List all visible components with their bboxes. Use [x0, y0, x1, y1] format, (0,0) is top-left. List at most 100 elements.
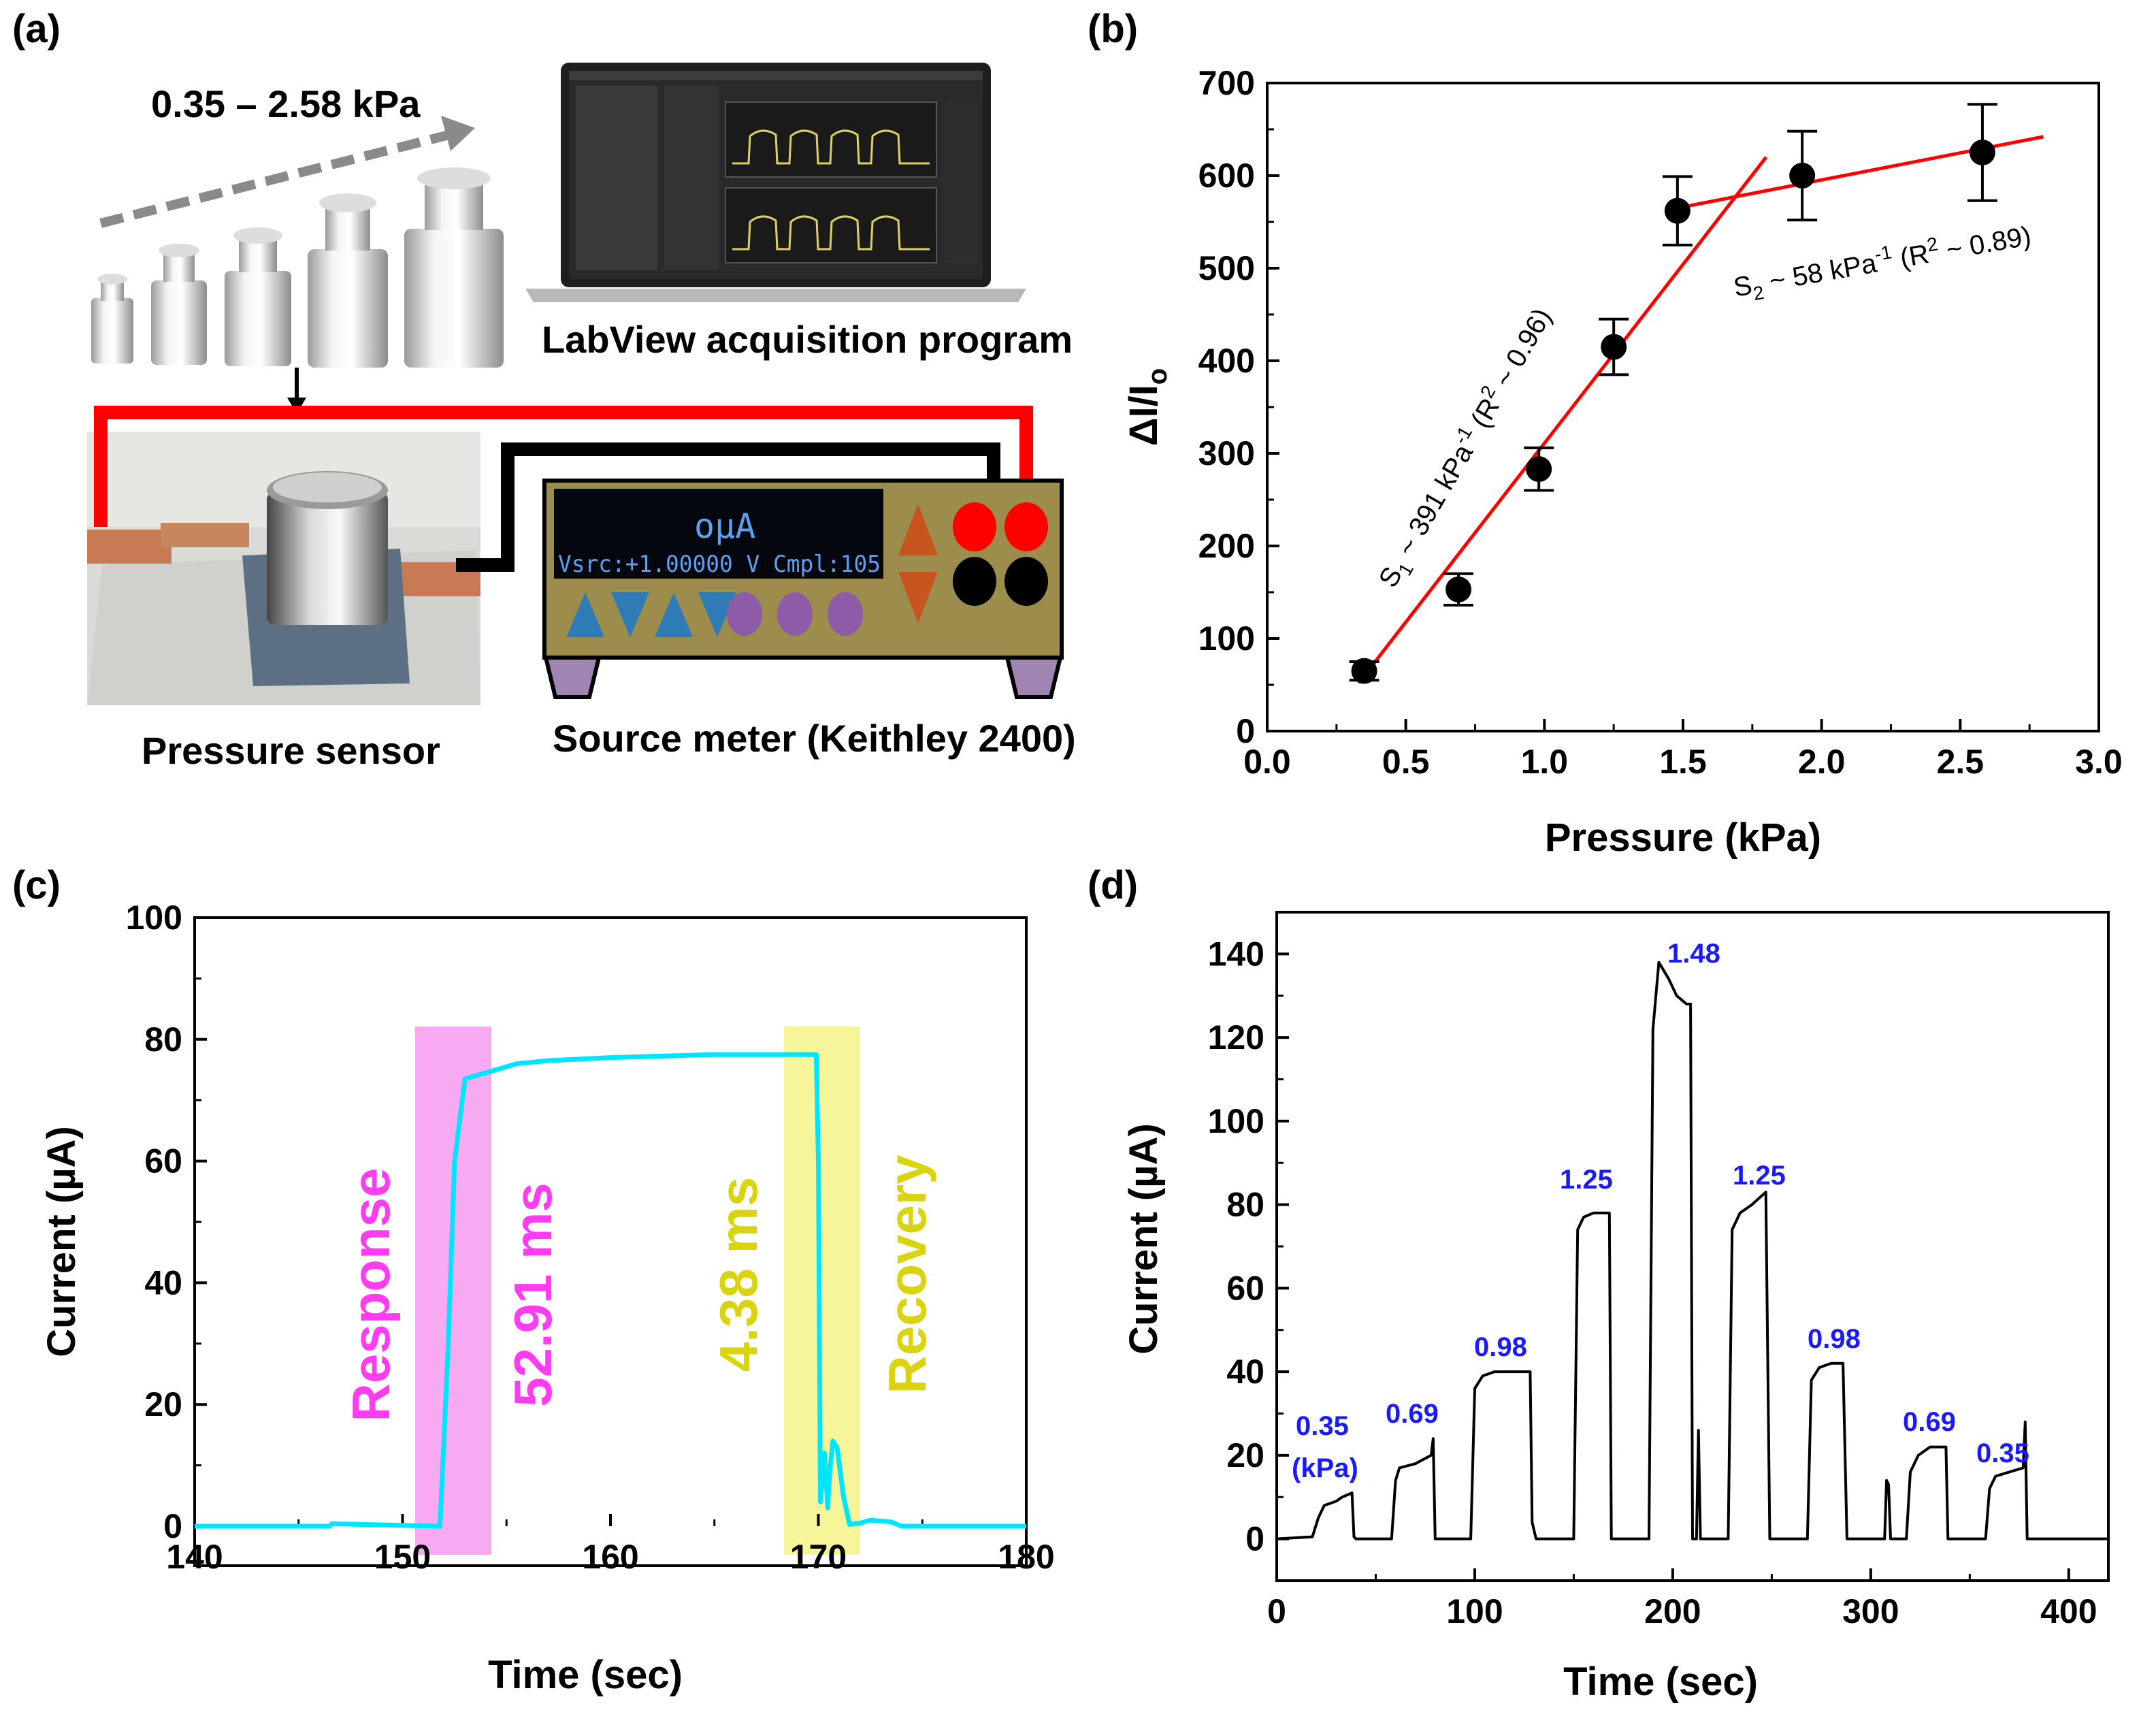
peak-label-5: 1.48 [1667, 939, 1720, 969]
plot-c-xtick-label-1: 150 [374, 1538, 431, 1576]
plot-b-xtick-label-2: 1.0 [1521, 743, 1569, 781]
plot-c-ytick-label-3: 60 [144, 1142, 182, 1180]
data-point-6 [1969, 140, 1995, 165]
plot-c-ytick-label-2: 40 [144, 1263, 182, 1302]
meter-foot-left [543, 656, 602, 699]
plot-d-ytick-label-5: 100 [1208, 1102, 1264, 1140]
source-meter: oµA Vsrc:+1.00000 V Cmpl:105 [542, 479, 1064, 699]
plot-b-ytick-label-0: 0 [1236, 712, 1255, 750]
meter-button-down-1 [611, 592, 649, 637]
response-time-label: 52.91 ms [503, 1182, 563, 1407]
meter-display-top: oµA [694, 506, 755, 546]
data-point-0 [1351, 658, 1377, 684]
plot-c-xtick-label-3: 170 [790, 1538, 847, 1576]
fit-s2-annotation: S2 ~ 58 kPa-1 (R2 ~ 0.89) [1731, 217, 2034, 308]
peak-label-6: 1.25 [1733, 1161, 1786, 1191]
sensor-weight [267, 491, 388, 625]
peak-label-4: 1.25 [1560, 1165, 1613, 1195]
pressure-arrow-head [441, 116, 475, 151]
plot-d-xlabel: Time (sec) [1563, 1660, 1758, 1704]
panel-c: (c) 140 150 160 170 180 0 20 40 60 80 100 Time (se… [12, 863, 1055, 1697]
panel-label-a: (a) [12, 7, 61, 51]
plot-b-xtick-label-5: 2.5 [1937, 743, 1984, 781]
peak-label-9: 0.35 [1976, 1438, 2029, 1468]
plot-b-xtick-label-6: 3.0 [2075, 743, 2123, 781]
plot-b-ticks: 0.0 0.5 1.0 1.5 2.0 2.5 3.0 0 100 200 300 400 500 600… [1198, 64, 2123, 781]
meter-button-up-1 [566, 592, 604, 637]
plot-d-xtick-label-0: 0 [1267, 1592, 1286, 1630]
plot-b-ytick-label-4: 400 [1198, 342, 1255, 380]
plot-c-current-trace [195, 1052, 1026, 1529]
data-point-5 [1789, 163, 1816, 189]
meter-terminal-black-2 [1004, 557, 1048, 606]
plot-c-ytick-label-0: 0 [163, 1507, 182, 1545]
plot-c-ytick-label-4: 80 [144, 1020, 182, 1059]
weight-1 [91, 274, 133, 364]
plot-d-ytick-label-7: 140 [1208, 935, 1264, 973]
plot-b-ytick-label-5: 500 [1198, 249, 1255, 287]
weight-set [91, 167, 504, 368]
data-point-4 [1664, 197, 1690, 224]
meter-terminal-black-1 [953, 557, 996, 606]
meter-knob-2 [777, 592, 813, 636]
plot-b-ytick-label-3: 300 [1198, 434, 1255, 472]
plot-d-ytick-label-3: 60 [1226, 1269, 1264, 1307]
plot-b-ytick-label-2: 200 [1198, 527, 1255, 565]
panel-a: (a) 0.35 – 2.58 kPa [12, 7, 1076, 772]
plot-d-current-trace [1276, 961, 2108, 1540]
panel-b: (b) 0.0 0.5 1.0 1.5 2.0 2.5 3.0 0 100 200 300 400 50… [1088, 7, 2123, 860]
plot-d-ytick-label-6: 120 [1208, 1018, 1264, 1056]
recovery-label: Recovery [877, 1155, 937, 1393]
plot-c-ytick-label-5: 100 [126, 899, 182, 937]
meter-button-down-2 [698, 592, 736, 637]
weight-3 [225, 227, 291, 366]
plot-b-xtick-label-0: 0.0 [1243, 743, 1291, 781]
laptop-base [525, 289, 1026, 302]
plot-c-xtick-label-2: 160 [582, 1538, 638, 1576]
fit-line-s1 [1357, 156, 1768, 684]
plot-b-points [1349, 103, 1997, 684]
plot-c-ytick-label-1: 20 [144, 1385, 182, 1423]
sensor-photo [87, 432, 480, 705]
plot-b-ytick-label-7: 700 [1198, 64, 1255, 102]
plot-b-xlabel: Pressure (kPa) [1545, 816, 1821, 860]
peak-label-unit: (kPa) [1292, 1453, 1358, 1483]
meter-display-bottom: Vsrc:+1.00000 V Cmpl:105 [558, 551, 881, 578]
plot-d-ytick-label-0: 0 [1245, 1520, 1264, 1558]
panel-label-d: (d) [1088, 863, 1138, 907]
peak-label-7: 0.98 [1808, 1324, 1861, 1354]
plot-b-xtick-label-1: 0.5 [1382, 743, 1430, 781]
meter-button-up-2 [655, 592, 693, 637]
plot-d-ticks: 0 100 200 300 400 0 20 40 60 80 100 120 140 [1208, 935, 2097, 1630]
plot-d-xtick-label-1: 100 [1446, 1592, 1503, 1630]
laptop [525, 63, 1026, 302]
data-point-2 [1526, 456, 1552, 483]
meter-arrow-down [898, 572, 938, 624]
meter-terminal-red-2 [1004, 502, 1048, 551]
meter-foot-right [1004, 656, 1063, 699]
plot-b-xtick-label-3: 1.5 [1659, 743, 1707, 781]
panel-d: (d) 0 100 200 300 400 0 20 40 60 80 100 120 140 Time… [1088, 863, 2110, 1704]
plot-d-ytick-label-1: 20 [1226, 1436, 1264, 1474]
peak-label-2: 0.69 [1386, 1399, 1439, 1429]
sensor-caption: Pressure sensor [142, 729, 440, 772]
plot-b-xtick-label-4: 2.0 [1798, 743, 1846, 781]
meter-caption: Source meter (Keithley 2400) [553, 717, 1076, 760]
meter-knob-3 [828, 592, 863, 636]
plot-d-xtick-label-3: 300 [1842, 1592, 1899, 1630]
panel-label-b: (b) [1088, 7, 1138, 51]
red-wire [94, 406, 1033, 527]
panel-label-c: (c) [12, 863, 61, 907]
plot-c-xtick-label-4: 180 [998, 1538, 1054, 1576]
response-label: Response [341, 1168, 401, 1422]
plot-c-xtick-label-0: 140 [166, 1538, 223, 1576]
data-point-3 [1601, 334, 1627, 360]
meter-arrow-up [898, 504, 938, 555]
weight-5 [404, 167, 504, 368]
plot-c-frame [193, 916, 1028, 1567]
plot-d-xtick-label-2: 200 [1644, 1592, 1701, 1630]
response-highlight [415, 1027, 491, 1555]
plot-c-xlabel: Time (sec) [488, 1653, 683, 1697]
plot-c-ylabel: Current (µA) [39, 1126, 84, 1357]
